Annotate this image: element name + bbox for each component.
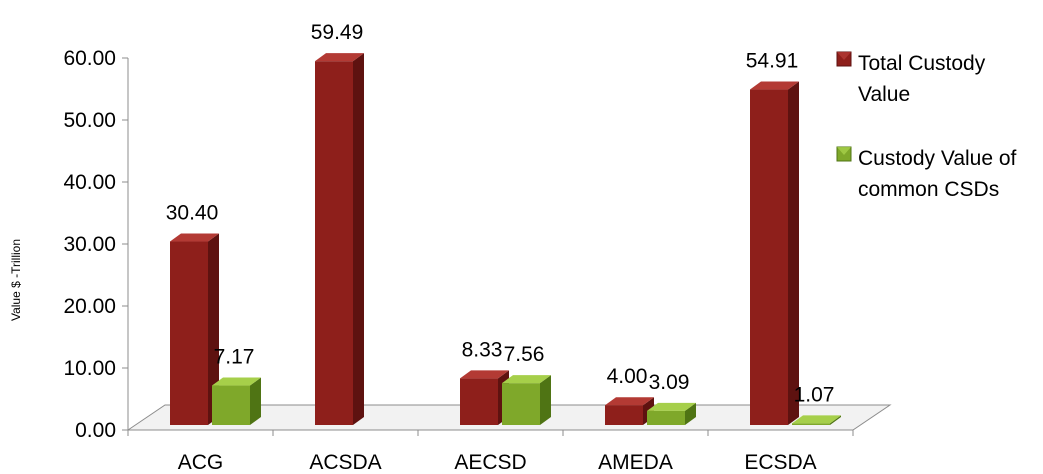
data-labels: 30.40 7.17 59.49 8.33 7.56 4.00 3.09 54.91 1.07 xyxy=(166,21,835,406)
legend-swatch-highlight xyxy=(837,52,851,60)
bar-side-face xyxy=(250,377,261,425)
bars xyxy=(170,53,841,426)
legend-label: Value xyxy=(858,83,910,106)
data-label: 3.09 xyxy=(649,371,690,394)
legend-item-common-csds: Custody Value of common CSDs xyxy=(836,146,1017,201)
bar-top-face xyxy=(212,377,261,386)
x-category-label: ACG xyxy=(178,451,224,474)
bar-total-custody xyxy=(170,233,219,425)
y-tick-label: 50.00 xyxy=(63,109,116,132)
bar-top-face xyxy=(647,402,696,411)
bar-common-csds xyxy=(502,375,551,425)
bar-top-face xyxy=(170,233,219,242)
bar-front-face xyxy=(212,385,250,425)
bar-side-face xyxy=(540,375,551,425)
legend-label: Custody Value of xyxy=(858,147,1017,170)
bar-side-face xyxy=(353,53,364,426)
bar-front-face xyxy=(460,378,498,425)
data-label: 7.56 xyxy=(504,343,545,366)
data-label: 7.17 xyxy=(214,346,255,369)
legend-label: common CSDs xyxy=(858,178,999,201)
bar-front-face xyxy=(792,423,830,425)
legend-swatch-highlight xyxy=(837,147,851,155)
y-tick-label: 20.00 xyxy=(63,295,116,318)
bar-common-csds xyxy=(647,402,696,425)
legend-label: Total Custody xyxy=(858,52,986,75)
bar-side-face xyxy=(830,415,841,425)
data-label: 4.00 xyxy=(607,365,648,388)
bar-front-face xyxy=(170,241,208,425)
bar-front-face xyxy=(605,405,643,425)
bar-side-face xyxy=(685,402,696,425)
y-tick-label: 0.00 xyxy=(75,419,116,442)
bar-top-face xyxy=(750,81,799,90)
bar-top-face xyxy=(315,53,364,62)
x-category-label: ECSDA xyxy=(744,451,816,474)
axes: 0.00 10.00 20.00 30.00 40.00 50.00 60.00 ACG ACS… xyxy=(63,47,854,474)
legend: Total Custody Value Custody Value of common… xyxy=(836,51,1017,201)
bar-top-face xyxy=(605,397,654,406)
y-tick-label: 10.00 xyxy=(63,357,116,380)
y-tick-label: 40.00 xyxy=(63,171,116,194)
bar-side-face xyxy=(788,81,799,426)
x-category-label: AECSD xyxy=(454,451,526,474)
bar-front-face xyxy=(647,410,685,425)
bar-front-face xyxy=(502,383,540,425)
x-category-label: AMEDA xyxy=(598,451,673,474)
bar-front-face xyxy=(750,89,788,426)
data-label: 54.91 xyxy=(746,50,799,73)
bar-total-custody xyxy=(460,370,509,425)
bar-total-custody xyxy=(750,81,799,426)
data-label: 30.40 xyxy=(166,202,219,225)
y-axis-title: Value $ -Trillion xyxy=(9,239,23,321)
bar-front-face xyxy=(315,61,353,426)
bar-top-face xyxy=(792,415,841,424)
data-label: 59.49 xyxy=(311,21,364,44)
y-tick-label: 60.00 xyxy=(63,47,116,70)
bar-side-face xyxy=(208,233,219,425)
bar-top-face xyxy=(460,370,509,379)
bar-total-custody xyxy=(605,397,654,425)
y-tick-label: 30.00 xyxy=(63,233,116,256)
bar-common-csds xyxy=(792,415,841,425)
legend-item-total-custody: Total Custody Value xyxy=(836,51,986,106)
bar-total-custody xyxy=(315,53,364,426)
x-category-label: ACSDA xyxy=(309,451,381,474)
data-label: 1.07 xyxy=(794,383,835,406)
data-label: 8.33 xyxy=(462,338,503,361)
bar-top-face xyxy=(502,375,551,384)
bar-common-csds xyxy=(212,377,261,425)
